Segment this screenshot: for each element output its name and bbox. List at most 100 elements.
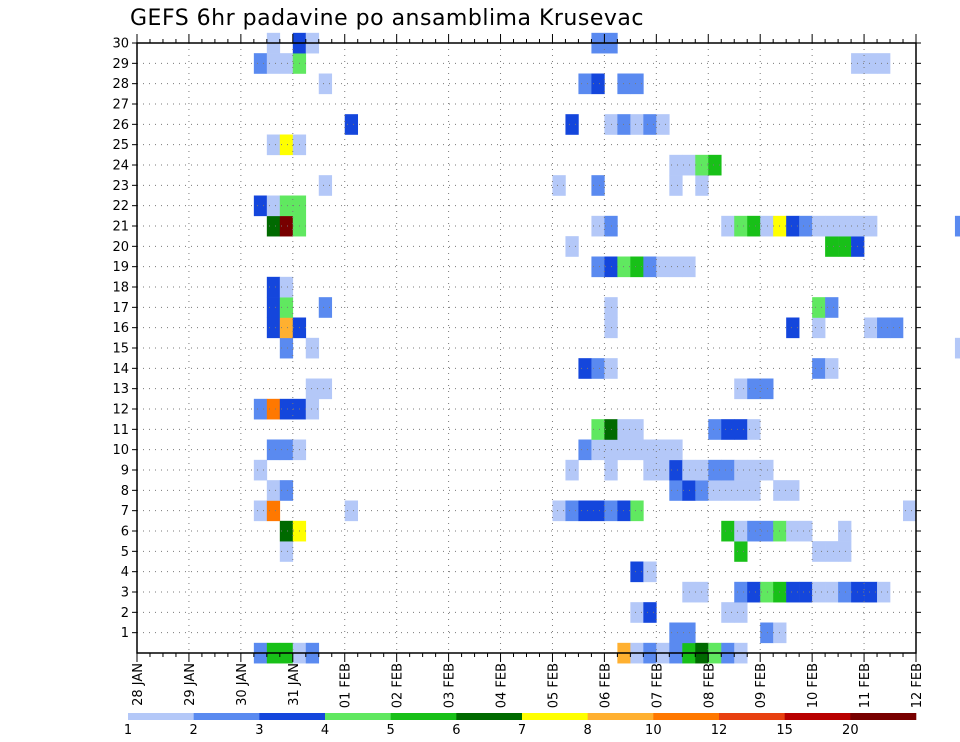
colorbar-segment [522, 713, 588, 720]
colorbar-segment [259, 713, 326, 720]
heatmap-cell [643, 602, 657, 623]
heatmap-cell [318, 175, 333, 196]
heatmap-cell [266, 317, 281, 339]
heatmap-cell [591, 73, 605, 95]
heatmap-cell [825, 215, 839, 237]
y-tick-label: 29 [112, 57, 129, 72]
heatmap-cell [747, 480, 761, 501]
heatmap-cell [253, 459, 268, 481]
heatmap-cell [812, 541, 826, 562]
colorbar-segment [325, 713, 391, 720]
colorbar-label: 20 [842, 723, 859, 738]
heatmap-cell [825, 541, 839, 562]
heatmap-cell [279, 337, 294, 359]
y-tick-label: 10 [112, 443, 129, 458]
heatmap-cell [812, 297, 826, 318]
heatmap-cell [838, 520, 852, 542]
heatmap-cell [812, 317, 826, 339]
heatmap-cell [799, 215, 813, 237]
heatmap-cell [825, 236, 839, 257]
heatmap-cell [643, 561, 657, 583]
heatmap-cell [253, 398, 268, 420]
heatmap-cell [318, 378, 333, 400]
heatmap-cell [812, 358, 826, 379]
x-tick-label: 11 FEB [858, 663, 873, 708]
heatmap-cell [305, 378, 320, 400]
heatmap-cell [747, 419, 761, 440]
heatmap-cell [682, 622, 696, 644]
x-tick-label: 29 JAN [183, 663, 198, 706]
heatmap-cell [617, 439, 631, 461]
y-tick-label: 19 [112, 260, 129, 275]
heatmap-cell [643, 256, 657, 278]
y-tick-label: 23 [112, 179, 129, 194]
heatmap-cell [630, 602, 644, 623]
y-tick-label: 1 [121, 626, 129, 641]
x-tick-label: 09 FEB [754, 663, 769, 708]
heatmap-cell [279, 520, 294, 542]
heatmap-cell [760, 215, 774, 237]
heatmap-cell [565, 114, 579, 135]
heatmap-cell [877, 581, 891, 603]
heatmap-cell [565, 236, 579, 257]
y-tick-label: 22 [112, 199, 129, 214]
heatmap-cell [656, 114, 670, 135]
y-tick-label: 6 [121, 525, 129, 540]
heatmap-cell [279, 53, 294, 74]
colorbar-label: 10 [645, 723, 662, 738]
heatmap-cell [630, 561, 644, 583]
heatmap-cell [630, 500, 644, 522]
heatmap-cell [825, 297, 839, 318]
x-tick-label: 10 FEB [806, 663, 821, 708]
heatmap-cell [266, 297, 281, 318]
heatmap-cell [266, 500, 281, 522]
heatmap-cell [591, 215, 605, 237]
heatmap-cell [786, 581, 800, 603]
y-tick-label: 20 [112, 240, 129, 255]
y-tick-label: 11 [112, 423, 129, 438]
heatmap-cell [721, 602, 735, 623]
colorbar-label: 2 [190, 723, 198, 738]
heatmap-cell [266, 134, 281, 156]
heatmap-cell [786, 520, 800, 542]
heatmap-cell [344, 500, 359, 522]
heatmap-cell [669, 622, 683, 644]
heatmap-cell [864, 317, 878, 339]
heatmap-cell [266, 215, 281, 237]
y-tick-label: 18 [112, 281, 129, 296]
heatmap-cell [760, 459, 774, 481]
heatmap-cell [786, 317, 800, 339]
heatmap-cell [864, 215, 878, 237]
y-tick-label: 12 [112, 403, 129, 418]
heatmap-cell [565, 500, 579, 522]
heatmap-cell [305, 398, 320, 420]
colorbar-segment [850, 713, 917, 720]
colorbar-label: 3 [255, 723, 263, 738]
heatmap-cell [578, 439, 592, 461]
colorbar-label: 6 [452, 723, 460, 738]
heatmap-cell [591, 175, 605, 196]
heatmap-cell [669, 459, 683, 481]
y-tick-label: 3 [121, 586, 129, 601]
heatmap-cell [656, 439, 670, 461]
y-tick-label: 25 [112, 138, 129, 153]
x-tick-label: 06 FEB [598, 663, 613, 708]
heatmap-cell [578, 73, 592, 95]
x-tick-label: 08 FEB [702, 663, 717, 708]
heatmap-cell [643, 114, 657, 135]
heatmap-cell [279, 276, 294, 298]
heatmap-cell [799, 581, 813, 603]
heatmap-cell [825, 581, 839, 603]
heatmap-cell [721, 459, 735, 481]
colorbar-segment [587, 713, 654, 720]
y-tick-label: 15 [112, 342, 129, 357]
heatmap-cell [552, 500, 566, 522]
heatmap-cell [864, 53, 878, 74]
heatmap-cell [734, 378, 748, 400]
heatmap-cell [253, 500, 268, 522]
heatmap-cell [617, 419, 631, 440]
y-tick-label: 7 [121, 504, 129, 519]
heatmap-cell [591, 419, 605, 440]
colorbar-segment [719, 713, 785, 720]
